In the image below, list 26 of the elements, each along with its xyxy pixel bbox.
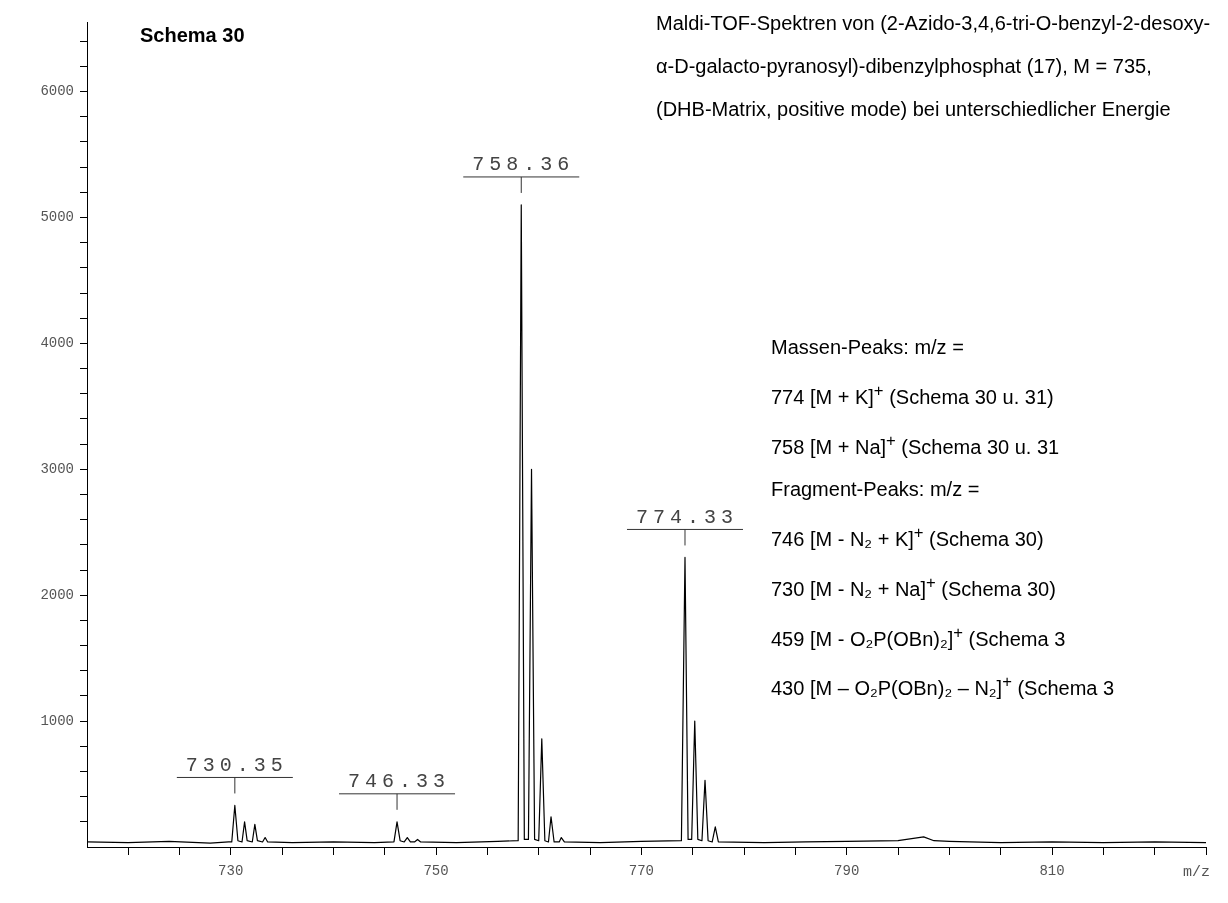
y-tick-label: 4000 (40, 335, 74, 352)
annotation: 758.36 (472, 153, 575, 177)
annotation: Massen-Peaks: m/z = (771, 335, 965, 360)
x-tick-label: 770 (628, 863, 654, 880)
y-tick-label: 2000 (40, 586, 74, 603)
y-tick-label: 6000 (40, 83, 74, 100)
annotation: 730 [M - N₂ + Na]$^{+}$ (Schema 30) (771, 571, 1057, 602)
annotation: 730.35 (185, 753, 288, 777)
annotation: 746 [M - N₂ + K]$^{+}$ (Schema 30) (771, 522, 1045, 552)
annotation: Maldi-TOF-Spektren von (2-Azido-3,4,6-tri-O-benzyl-2-desoxy-α-D-galacto-pyranosyl)-dibenzylphosphat (17), M = 735, (DHB-Matrix, positive mode) bei unterschiedlicher Energie (656, 11, 1211, 122)
x-tick-label: 750 (423, 863, 449, 880)
annotation: 774.33 (635, 505, 739, 529)
y-tick-label: 3000 (40, 461, 74, 478)
x-tick-label: 730 (218, 863, 244, 880)
annotation: 758 [M + Na]$^{+}$ (Schema 30 u. 31 (771, 429, 1061, 460)
annotation: 459 [M - O₂P(OBn)₂]$^{+}$ (Schema 3 (771, 621, 1067, 652)
x-axis-title: m/z (1182, 864, 1210, 882)
annotation: 774 [M + K]$^{+}$ (Schema 30 u. 31) (771, 380, 1055, 410)
x-tick-label: 810 (1039, 863, 1065, 880)
y-tick-label: 5000 (40, 209, 74, 226)
annotation: 430 [M – O₂P(OBn)₂ – N₂]$^{+}$ (Schema 3 (771, 671, 1116, 701)
x-tick-label: 790 (834, 863, 860, 880)
y-tick-label: 1000 (40, 712, 74, 729)
annotation: Fragment-Peaks: m/z = (771, 477, 981, 503)
annotation: 746.33 (348, 770, 451, 794)
chart-title: Schema 30 (139, 23, 246, 48)
